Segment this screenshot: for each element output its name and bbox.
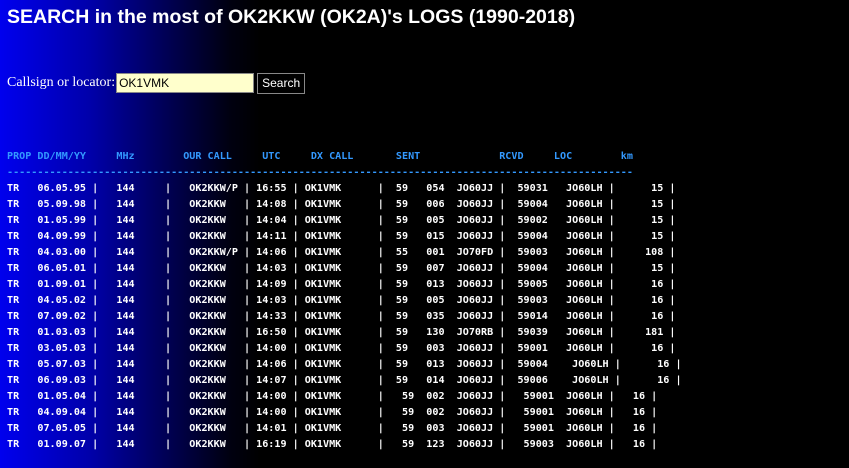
search-button[interactable]: Search xyxy=(257,72,306,94)
page-title: SEARCH in the most of OK2KKW (OK2A)'s LO… xyxy=(7,6,576,28)
log-row: TR 06.05.95 | 144 | OK2KKW/P | 16:55 | O… xyxy=(7,183,676,194)
log-row: TR 04.05.02 | 144 | OK2KKW | 14:03 | OK1… xyxy=(7,295,676,306)
log-row: TR 03.05.03 | 144 | OK2KKW | 14:00 | OK1… xyxy=(7,343,676,354)
log-row: TR 01.03.03 | 144 | OK2KKW | 16:50 | OK1… xyxy=(7,327,676,338)
callsign-input[interactable] xyxy=(116,73,255,93)
log-row: TR 01.05.04 | 144 | OK2KKW | 14:00 | OK1… xyxy=(7,391,658,402)
search-label: Callsign or locator: xyxy=(7,75,116,90)
log-row: TR 04.03.00 | 144 | OK2KKW/P | 14:06 | O… xyxy=(7,247,676,258)
log-row: TR 01.09.01 | 144 | OK2KKW | 14:09 | OK1… xyxy=(7,279,676,290)
log-row: TR 01.09.07 | 144 | OK2KKW | 16:19 | OK1… xyxy=(7,439,658,450)
search-form: Callsign or locator: Search xyxy=(7,71,306,95)
log-row: TR 05.07.03 | 144 | OK2KKW | 14:06 | OK1… xyxy=(7,359,682,370)
log-separator: ----------------------------------------… xyxy=(7,167,633,178)
log-row: TR 06.05.01 | 144 | OK2KKW | 14:03 | OK1… xyxy=(7,263,676,274)
log-row: TR 07.09.02 | 144 | OK2KKW | 14:33 | OK1… xyxy=(7,311,676,322)
log-row: TR 04.09.04 | 144 | OK2KKW | 14:00 | OK1… xyxy=(7,407,658,418)
log-row: TR 07.05.05 | 144 | OK2KKW | 14:01 | OK1… xyxy=(7,423,658,434)
log-table: PROP DD/MM/YY MHz OUR CALL UTC DX CALL S… xyxy=(7,149,682,453)
log-row: TR 06.09.03 | 144 | OK2KKW | 14:07 | OK1… xyxy=(7,375,682,386)
log-row: TR 04.09.99 | 144 | OK2KKW | 14:11 | OK1… xyxy=(7,231,676,242)
log-row: TR 01.05.99 | 144 | OK2KKW | 14:04 | OK1… xyxy=(7,215,676,226)
log-row: TR 05.09.98 | 144 | OK2KKW | 14:08 | OK1… xyxy=(7,199,676,210)
log-header-row: PROP DD/MM/YY MHz OUR CALL UTC DX CALL S… xyxy=(7,151,633,162)
